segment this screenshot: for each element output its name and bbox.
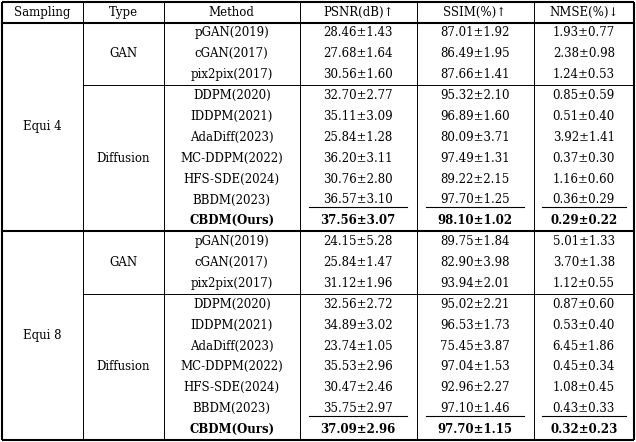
Text: IDDPM(2021): IDDPM(2021) xyxy=(191,110,273,123)
Text: 37.56±3.07: 37.56±3.07 xyxy=(321,214,396,227)
Text: 97.70±1.15: 97.70±1.15 xyxy=(438,423,513,436)
Text: 24.15±5.28: 24.15±5.28 xyxy=(324,235,393,248)
Text: 0.87±0.60: 0.87±0.60 xyxy=(553,298,615,311)
Text: 92.96±2.27: 92.96±2.27 xyxy=(440,381,510,394)
Text: SSIM(%)↑: SSIM(%)↑ xyxy=(443,6,507,19)
Text: 0.32±0.23: 0.32±0.23 xyxy=(550,423,618,436)
Text: 1.16±0.60: 1.16±0.60 xyxy=(553,173,615,186)
Text: 95.32±2.10: 95.32±2.10 xyxy=(440,89,510,102)
Text: 87.66±1.41: 87.66±1.41 xyxy=(440,68,510,81)
Text: 25.84±1.47: 25.84±1.47 xyxy=(323,256,393,269)
Text: PSNR(dB)↑: PSNR(dB)↑ xyxy=(323,6,394,19)
Text: MC-DDPM(2022): MC-DDPM(2022) xyxy=(181,152,283,165)
Text: Diffusion: Diffusion xyxy=(97,360,150,373)
Text: BBDM(2023): BBDM(2023) xyxy=(193,194,271,206)
Text: 0.85±0.59: 0.85±0.59 xyxy=(553,89,615,102)
Text: GAN: GAN xyxy=(109,47,137,61)
Text: 3.92±1.41: 3.92±1.41 xyxy=(553,131,615,144)
Text: 0.29±0.22: 0.29±0.22 xyxy=(550,214,618,227)
Text: 89.75±1.84: 89.75±1.84 xyxy=(440,235,510,248)
Text: 36.57±3.10: 36.57±3.10 xyxy=(323,194,393,206)
Text: 31.12±1.96: 31.12±1.96 xyxy=(324,277,393,290)
Text: AdaDiff(2023): AdaDiff(2023) xyxy=(190,131,273,144)
Text: 96.53±1.73: 96.53±1.73 xyxy=(440,319,510,332)
Text: 93.94±2.01: 93.94±2.01 xyxy=(440,277,510,290)
Text: 2.38±0.98: 2.38±0.98 xyxy=(553,47,615,61)
Text: 0.53±0.40: 0.53±0.40 xyxy=(553,319,615,332)
Text: IDDPM(2021): IDDPM(2021) xyxy=(191,319,273,332)
Text: 37.09±2.96: 37.09±2.96 xyxy=(321,423,396,436)
Text: Method: Method xyxy=(209,6,254,19)
Text: pix2pix(2017): pix2pix(2017) xyxy=(191,68,273,81)
Text: 0.37±0.30: 0.37±0.30 xyxy=(553,152,615,165)
Text: HFS-SDE(2024): HFS-SDE(2024) xyxy=(184,381,280,394)
Text: 35.11±3.09: 35.11±3.09 xyxy=(323,110,393,123)
Text: Sampling: Sampling xyxy=(14,6,71,19)
Text: 36.20±3.11: 36.20±3.11 xyxy=(323,152,393,165)
Text: 28.46±1.43: 28.46±1.43 xyxy=(323,27,393,39)
Text: 3.70±1.38: 3.70±1.38 xyxy=(553,256,615,269)
Text: cGAN(2017): cGAN(2017) xyxy=(195,256,268,269)
Text: 32.56±2.72: 32.56±2.72 xyxy=(323,298,393,311)
Text: 6.45±1.86: 6.45±1.86 xyxy=(553,339,615,353)
Text: 1.12±0.55: 1.12±0.55 xyxy=(553,277,615,290)
Text: AdaDiff(2023): AdaDiff(2023) xyxy=(190,339,273,353)
Text: 30.76±2.80: 30.76±2.80 xyxy=(323,173,393,186)
Text: pGAN(2019): pGAN(2019) xyxy=(195,235,269,248)
Text: 97.49±1.31: 97.49±1.31 xyxy=(440,152,510,165)
Text: Type: Type xyxy=(109,6,138,19)
Text: 0.43±0.33: 0.43±0.33 xyxy=(553,402,615,415)
Text: DDPM(2020): DDPM(2020) xyxy=(193,89,270,102)
Text: 97.70±1.25: 97.70±1.25 xyxy=(440,194,510,206)
Text: 1.24±0.53: 1.24±0.53 xyxy=(553,68,615,81)
Text: 97.10±1.46: 97.10±1.46 xyxy=(440,402,510,415)
Text: 32.70±2.77: 32.70±2.77 xyxy=(323,89,393,102)
Text: 82.90±3.98: 82.90±3.98 xyxy=(440,256,510,269)
Text: 0.36±0.29: 0.36±0.29 xyxy=(553,194,615,206)
Text: GAN: GAN xyxy=(109,256,137,269)
Text: MC-DDPM(2022): MC-DDPM(2022) xyxy=(181,360,283,373)
Text: 30.56±1.60: 30.56±1.60 xyxy=(323,68,393,81)
Text: 86.49±1.95: 86.49±1.95 xyxy=(440,47,510,61)
Text: 35.75±2.97: 35.75±2.97 xyxy=(323,402,393,415)
Text: cGAN(2017): cGAN(2017) xyxy=(195,47,268,61)
Text: HFS-SDE(2024): HFS-SDE(2024) xyxy=(184,173,280,186)
Text: 0.51±0.40: 0.51±0.40 xyxy=(553,110,615,123)
Text: 96.89±1.60: 96.89±1.60 xyxy=(440,110,510,123)
Text: 25.84±1.28: 25.84±1.28 xyxy=(324,131,393,144)
Text: 80.09±3.71: 80.09±3.71 xyxy=(440,131,510,144)
Text: 95.02±2.21: 95.02±2.21 xyxy=(440,298,509,311)
Text: 98.10±1.02: 98.10±1.02 xyxy=(438,214,513,227)
Text: 1.93±0.77: 1.93±0.77 xyxy=(553,27,615,39)
Text: 27.68±1.64: 27.68±1.64 xyxy=(323,47,393,61)
Text: 87.01±1.92: 87.01±1.92 xyxy=(440,27,509,39)
Text: 5.01±1.33: 5.01±1.33 xyxy=(553,235,615,248)
Text: 1.08±0.45: 1.08±0.45 xyxy=(553,381,615,394)
Text: BBDM(2023): BBDM(2023) xyxy=(193,402,271,415)
Text: 0.45±0.34: 0.45±0.34 xyxy=(553,360,615,373)
Text: 34.89±3.02: 34.89±3.02 xyxy=(323,319,393,332)
Text: CBDM(Ours): CBDM(Ours) xyxy=(189,214,274,227)
Text: Equi 4: Equi 4 xyxy=(23,120,62,133)
Text: 23.74±1.05: 23.74±1.05 xyxy=(323,339,393,353)
Text: NMSE(%)↓: NMSE(%)↓ xyxy=(549,6,618,19)
Text: 89.22±2.15: 89.22±2.15 xyxy=(440,173,509,186)
Text: Diffusion: Diffusion xyxy=(97,152,150,165)
Text: CBDM(Ours): CBDM(Ours) xyxy=(189,423,274,436)
Text: 35.53±2.96: 35.53±2.96 xyxy=(323,360,393,373)
Text: pix2pix(2017): pix2pix(2017) xyxy=(191,277,273,290)
Text: 75.45±3.87: 75.45±3.87 xyxy=(440,339,510,353)
Text: DDPM(2020): DDPM(2020) xyxy=(193,298,270,311)
Text: pGAN(2019): pGAN(2019) xyxy=(195,27,269,39)
Text: 30.47±2.46: 30.47±2.46 xyxy=(323,381,393,394)
Text: 97.04±1.53: 97.04±1.53 xyxy=(440,360,510,373)
Text: Equi 8: Equi 8 xyxy=(23,329,62,342)
